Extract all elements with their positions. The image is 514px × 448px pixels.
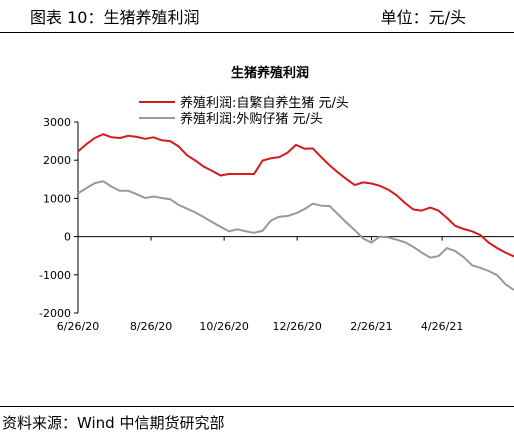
profit-line-chart: 生猪养殖利润 养殖利润:自繁自养生猪 元/头 养殖利润:外购仔猪 元/头 300… xyxy=(39,65,514,333)
x-tick-label: 2/26/21 xyxy=(350,320,392,333)
x-tick-label: 12/26/20 xyxy=(272,320,321,333)
x-tick-label: 6/26/20 xyxy=(57,320,99,333)
y-tick-label: -2000 xyxy=(39,307,71,320)
x-tick-label: 4/26/21 xyxy=(421,320,463,333)
x-tick-label: 10/26/20 xyxy=(199,320,248,333)
source-note: 资料来源：Wind 中信期货研究部 xyxy=(2,414,225,432)
top-rule xyxy=(0,32,514,33)
legend: 养殖利润:自繁自养生猪 元/头 养殖利润:外购仔猪 元/头 xyxy=(139,95,349,127)
y-tick-label: 3000 xyxy=(43,116,71,129)
y-tick-label: 2000 xyxy=(43,154,71,167)
y-tick-label: 1000 xyxy=(43,192,71,205)
series-line-self-breeding xyxy=(77,133,514,258)
series-line-purchased-piglet xyxy=(77,180,514,291)
figure-label: 图表 10：生猪养殖利润 xyxy=(30,8,200,27)
chart-title: 生猪养殖利润 xyxy=(231,65,309,81)
unit-label: 单位：元/头 xyxy=(380,8,466,27)
y-tick-label: 0 xyxy=(64,231,71,244)
legend-label-self-breeding: 养殖利润:自繁自养生猪 元/头 xyxy=(180,95,349,111)
y-tick-label: -1000 xyxy=(39,269,71,282)
x-tick-label: 8/26/20 xyxy=(130,320,172,333)
bottom-rule xyxy=(0,406,514,407)
figure-header: 图表 10：生猪养殖利润 单位：元/头 xyxy=(0,0,514,30)
legend-label-purchased-piglet: 养殖利润:外购仔猪 元/头 xyxy=(180,111,323,127)
plot-area xyxy=(77,133,514,291)
